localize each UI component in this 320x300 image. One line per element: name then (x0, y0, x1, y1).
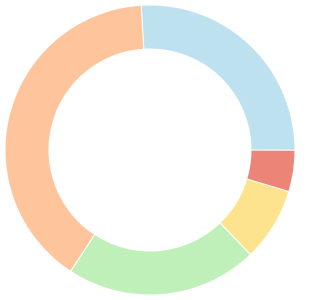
donut-slice (69, 222, 252, 296)
donut-slice (140, 4, 296, 151)
donut-slice (4, 4, 145, 272)
chart (4, 4, 296, 296)
